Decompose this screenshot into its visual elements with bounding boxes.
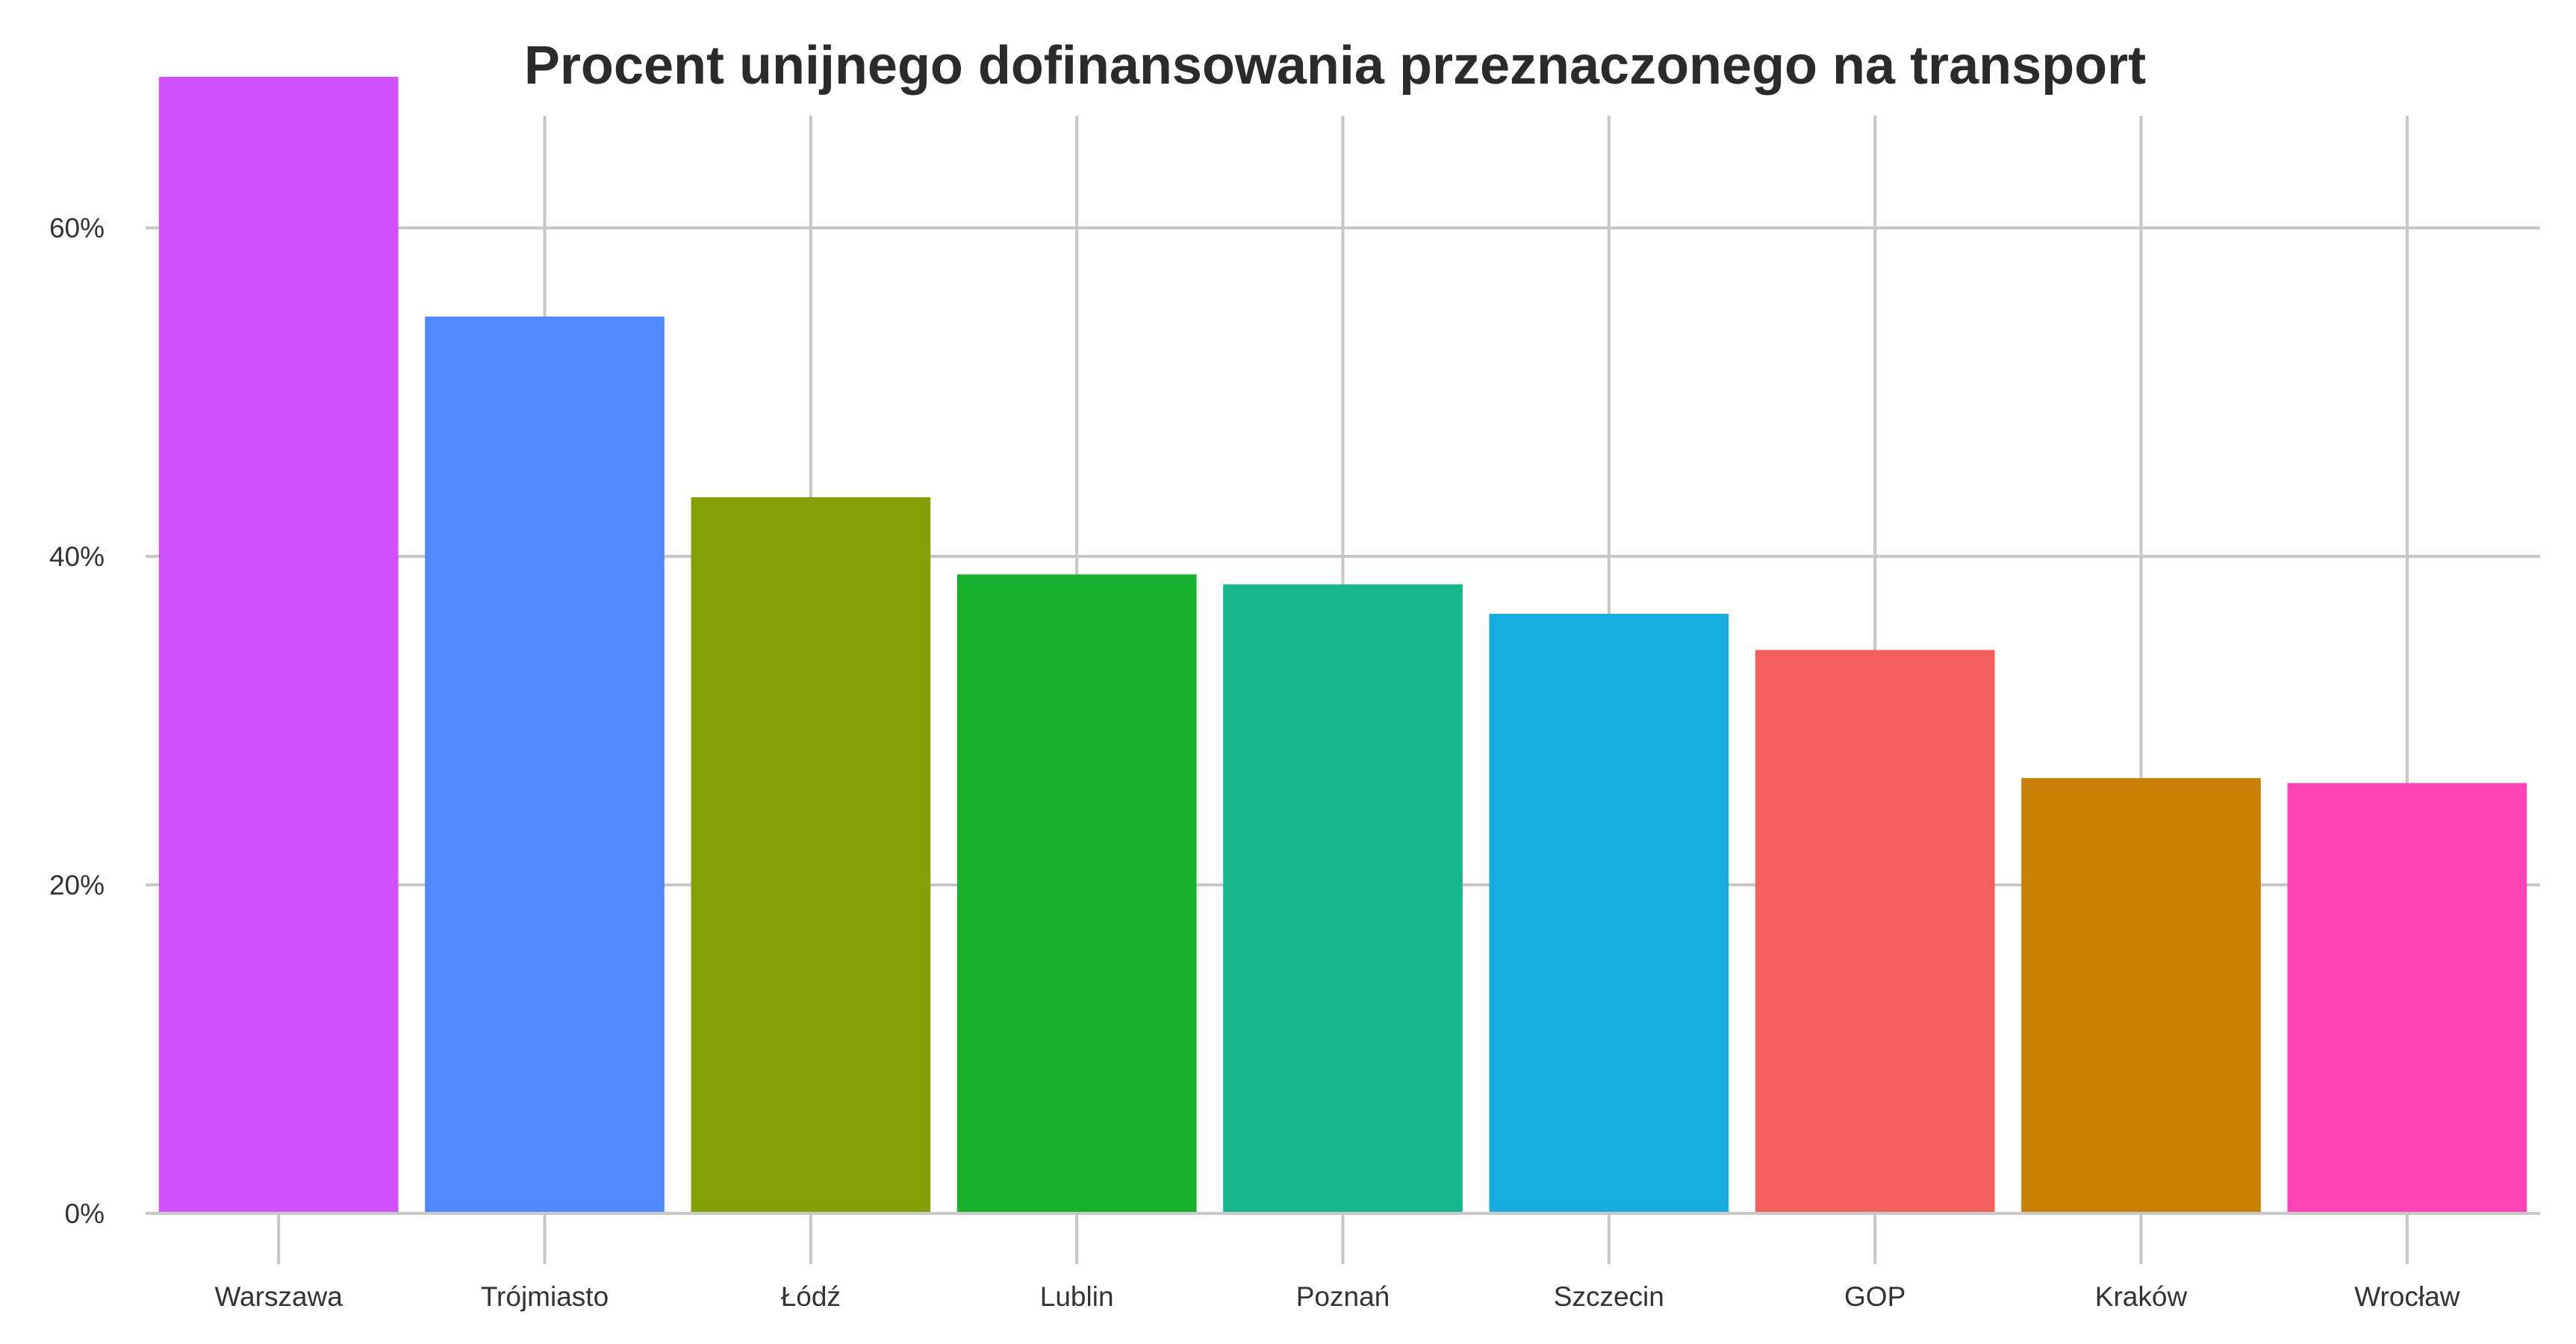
- x-axis: [146, 1212, 2540, 1264]
- x-tick-label: GOP: [1844, 1281, 1905, 1312]
- y-tick-labels: 0% 20% 40% 60%: [49, 213, 105, 1229]
- bar-trójmiasto: [425, 316, 665, 1214]
- bar-łódź: [691, 497, 931, 1213]
- y-tick-label: 0%: [65, 1198, 105, 1229]
- x-tick-label: Trójmiasto: [481, 1281, 609, 1312]
- y-tick-label: 40%: [49, 541, 105, 572]
- bar-poznań: [1223, 584, 1463, 1213]
- chart-title: Procent unijnego dofinansowania przeznac…: [524, 36, 2146, 96]
- bar-kraków: [2021, 778, 2261, 1213]
- x-tick-label: Wrocław: [2354, 1281, 2460, 1312]
- bar-lublin: [956, 574, 1197, 1213]
- x-tick-label: Lublin: [1040, 1281, 1114, 1312]
- bar-warszawa: [158, 76, 399, 1214]
- bar-wrocław: [2287, 783, 2527, 1213]
- x-tick-label: Poznań: [1296, 1281, 1390, 1312]
- bar-gop: [1755, 650, 1995, 1213]
- bar-szczecin: [1489, 614, 1729, 1213]
- x-tick-label: Kraków: [2095, 1281, 2188, 1312]
- y-tick-label: 60%: [49, 213, 105, 243]
- x-tick-label: Warszawa: [215, 1281, 343, 1312]
- x-tick-labels: Warszawa Trójmiasto Łódź Lublin Poznań Szczec…: [215, 1281, 2460, 1312]
- x-tick-label: Łódź: [781, 1281, 841, 1312]
- bars: [158, 76, 2527, 1214]
- x-tick-label: Szczecin: [1554, 1281, 1664, 1312]
- y-tick-label: 20%: [49, 870, 105, 900]
